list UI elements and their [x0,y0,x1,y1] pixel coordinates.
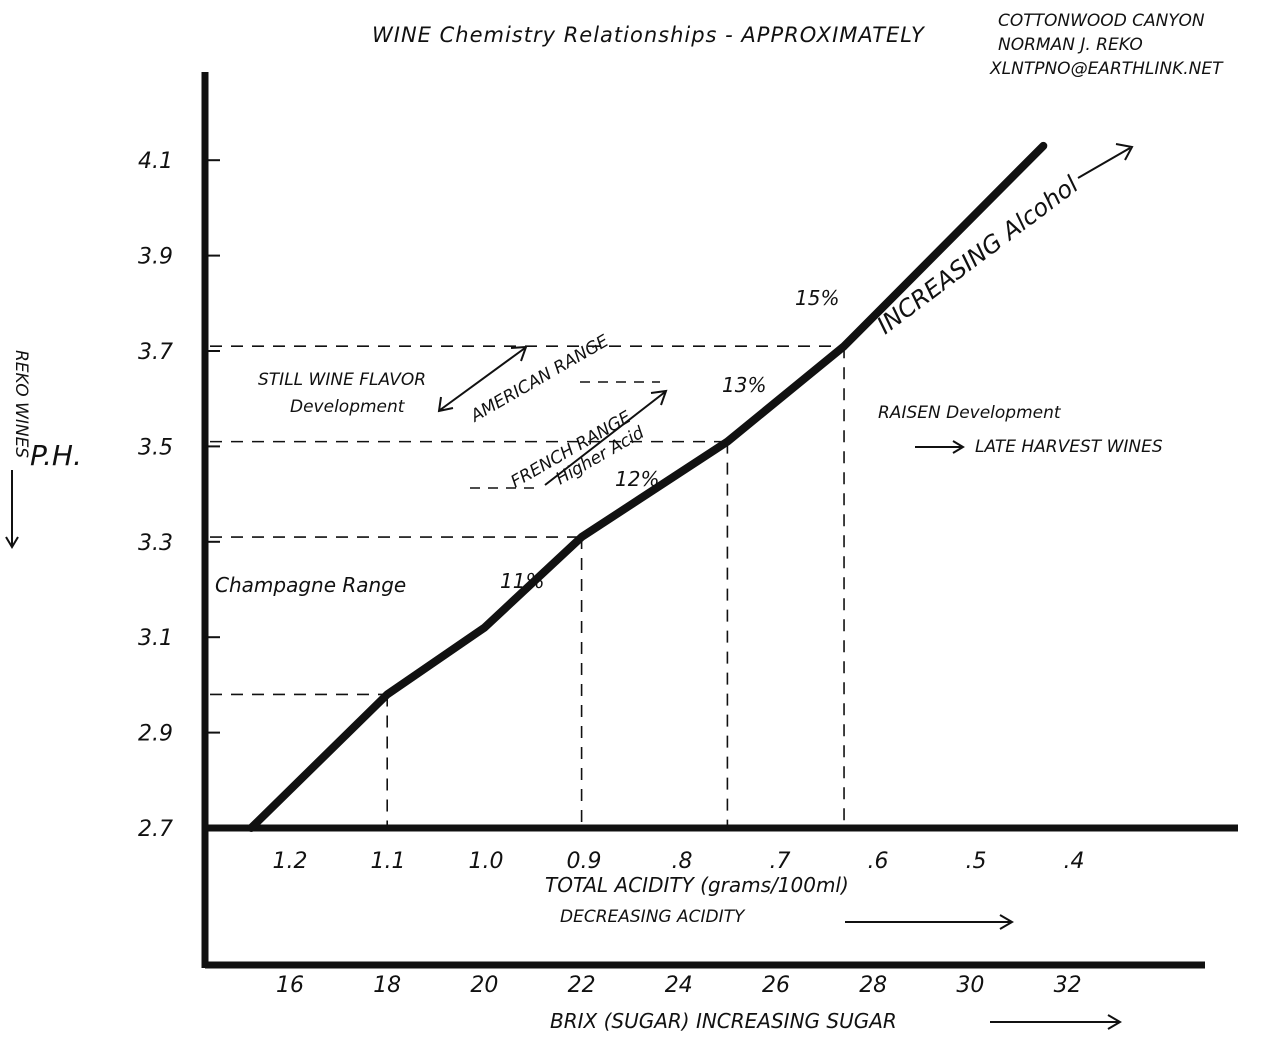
brix-tick-label: 20 [470,973,498,998]
acidity-axis-title: TOTAL ACIDITY (grams/100ml) [545,873,849,897]
acidity-tick-label: 0.9 [567,849,602,874]
acidity-arrow [845,914,1014,930]
brix-tick-label: 26 [762,973,790,998]
y-tick-label: 3.1 [138,626,173,651]
acidity-tick-label: .5 [966,849,987,874]
y-tick-label: 3.3 [138,531,173,556]
y-tick-label: 3.5 [138,435,173,460]
brix-arrow [990,1014,1122,1030]
alcohol-arrow [1077,143,1134,179]
acidity-tick-label: .7 [770,849,791,874]
acidity-tick-label: .8 [672,849,693,874]
still-wine-label-2: Development [290,397,406,417]
y-tick-label: 3.9 [138,245,173,270]
credit-line-2: NORMAN J. REKO [998,35,1143,55]
credit-line-1: COTTONWOOD CANYON [998,11,1205,31]
chart-title: WINE Chemistry Relationships - APPROXIMA… [372,23,926,47]
acidity-tick-label: 1.2 [273,849,308,874]
y-tick-label: 2.7 [138,817,173,842]
brix-axis-title: BRIX (SUGAR) INCREASING SUGAR [550,1009,897,1033]
american-range-arrow [437,345,528,413]
french-range-arrow [544,389,668,486]
acidity-tick-label: 1.0 [469,849,504,874]
brix-tick-label: 28 [859,973,887,998]
y-axis-side-label: REKO WINES [11,350,31,458]
y-tick-label: 2.9 [138,722,173,747]
acidity-tick-labels: 1.2 1.1 1.0 0.9 .8 .7 .6 .5 .4 [273,849,1085,874]
increasing-alcohol-label: INCREASING Alcohol [872,170,1084,339]
series-layer [247,141,1048,832]
pct-15-label: 15% [795,286,839,310]
pct-11-label: 11% [500,569,544,593]
y-axis-label: P.H. [30,439,82,472]
alcohol-series-line [247,141,1048,832]
acidity-tick-label: 1.1 [371,849,406,874]
champagne-range-label: Champagne Range [215,573,406,597]
y-tick-label: 4.1 [138,149,173,174]
y-tick-labels: 4.1 3.9 3.7 3.5 3.3 3.1 2.9 2.7 [138,149,220,842]
brix-tick-label: 32 [1054,973,1082,998]
acidity-axis-note: DECREASING ACIDITY [560,907,746,927]
late-harvest-arrow [915,440,965,454]
brix-tick-label: 22 [568,973,596,998]
brix-tick-label: 16 [276,973,304,998]
y-tick-label: 3.7 [138,340,173,365]
acidity-tick-label: .4 [1064,849,1085,874]
pct-12-label: 12% [615,467,659,491]
credit-line-3: XLNTPNO@EARTHLINK.NET [989,59,1224,79]
brix-tick-label: 18 [373,973,401,998]
brix-tick-labels: 16 18 20 22 24 26 28 30 32 [276,973,1082,998]
still-wine-label-1: STILL WINE FLAVOR [258,370,426,390]
pct-13-label: 13% [722,373,766,397]
raisin-development-label: RAISEN Development [878,403,1062,423]
y-axis-side-arrow [5,470,19,549]
acidity-tick-label: .6 [868,849,889,874]
brix-tick-label: 30 [956,973,984,998]
brix-tick-label: 24 [665,973,693,998]
late-harvest-label: LATE HARVEST WINES [975,437,1163,457]
